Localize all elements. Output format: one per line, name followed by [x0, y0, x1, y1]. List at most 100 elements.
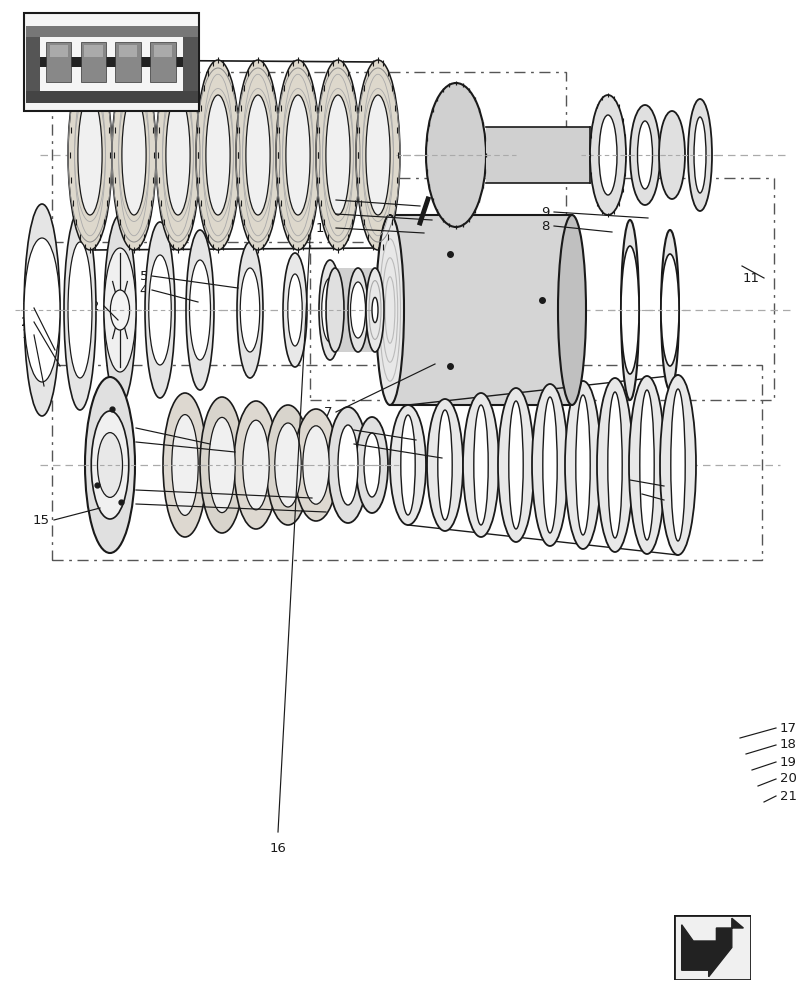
- Bar: [26, 31, 41, 93]
- Bar: [119, 45, 137, 57]
- Text: 6: 6: [324, 194, 332, 207]
- Text: 11: 11: [642, 493, 659, 506]
- Ellipse shape: [321, 278, 338, 342]
- Text: 18: 18: [779, 738, 796, 752]
- Ellipse shape: [590, 95, 625, 215]
- Ellipse shape: [371, 297, 378, 323]
- Ellipse shape: [639, 390, 654, 540]
- Ellipse shape: [437, 410, 452, 520]
- Text: 16: 16: [269, 842, 286, 855]
- Ellipse shape: [363, 433, 380, 497]
- Text: 12: 12: [333, 424, 350, 436]
- Text: 7: 7: [323, 406, 332, 418]
- Ellipse shape: [236, 60, 280, 250]
- Text: 2: 2: [92, 300, 100, 312]
- Ellipse shape: [325, 95, 350, 215]
- Text: 5: 5: [139, 269, 148, 282]
- Ellipse shape: [68, 242, 92, 378]
- Ellipse shape: [294, 409, 337, 521]
- Text: 13: 13: [333, 438, 350, 450]
- Ellipse shape: [78, 95, 102, 215]
- Ellipse shape: [389, 405, 426, 525]
- Text: 15: 15: [33, 514, 50, 526]
- Ellipse shape: [234, 401, 277, 529]
- Ellipse shape: [165, 95, 190, 215]
- Bar: [52, 365, 761, 560]
- Bar: [389, 215, 571, 405]
- Text: 14: 14: [115, 497, 132, 510]
- Ellipse shape: [112, 60, 156, 250]
- Ellipse shape: [186, 230, 214, 390]
- Bar: [182, 31, 197, 93]
- Ellipse shape: [637, 121, 652, 189]
- Ellipse shape: [104, 248, 135, 372]
- Ellipse shape: [575, 395, 590, 535]
- Text: 21: 21: [779, 790, 796, 802]
- Bar: [80, 42, 106, 82]
- Text: 8: 8: [541, 220, 549, 233]
- Ellipse shape: [189, 260, 210, 360]
- Ellipse shape: [596, 378, 633, 552]
- Ellipse shape: [240, 268, 260, 352]
- Ellipse shape: [208, 417, 235, 513]
- Text: 19: 19: [779, 756, 796, 768]
- Ellipse shape: [427, 399, 462, 531]
- Text: 1: 1: [21, 328, 30, 342]
- Ellipse shape: [497, 388, 534, 542]
- Ellipse shape: [285, 95, 310, 215]
- Ellipse shape: [206, 95, 230, 215]
- Ellipse shape: [366, 268, 384, 352]
- Text: 4: 4: [139, 284, 148, 296]
- Bar: [150, 42, 175, 82]
- Ellipse shape: [426, 83, 486, 227]
- Ellipse shape: [68, 60, 112, 250]
- Ellipse shape: [145, 222, 175, 398]
- Text: 20: 20: [779, 772, 796, 786]
- Ellipse shape: [266, 405, 310, 525]
- Ellipse shape: [355, 417, 388, 513]
- Ellipse shape: [110, 290, 130, 330]
- Ellipse shape: [163, 393, 207, 537]
- Bar: [26, 57, 197, 67]
- Ellipse shape: [355, 60, 400, 250]
- Ellipse shape: [629, 376, 664, 554]
- Ellipse shape: [64, 210, 96, 410]
- Bar: [486, 127, 590, 183]
- Text: 11: 11: [642, 480, 659, 492]
- Ellipse shape: [328, 407, 367, 523]
- Ellipse shape: [172, 415, 198, 515]
- Ellipse shape: [24, 204, 60, 416]
- Ellipse shape: [620, 246, 638, 374]
- Bar: [26, 91, 197, 103]
- Ellipse shape: [348, 268, 367, 352]
- Bar: [46, 42, 71, 82]
- Ellipse shape: [366, 95, 389, 215]
- Ellipse shape: [531, 384, 568, 546]
- Ellipse shape: [325, 268, 344, 352]
- Ellipse shape: [156, 60, 200, 250]
- Ellipse shape: [350, 282, 365, 338]
- Ellipse shape: [564, 381, 600, 549]
- Ellipse shape: [276, 60, 320, 250]
- Bar: [52, 72, 565, 242]
- Ellipse shape: [274, 423, 301, 507]
- Ellipse shape: [122, 95, 146, 215]
- Ellipse shape: [620, 220, 638, 400]
- Ellipse shape: [242, 420, 269, 510]
- Ellipse shape: [104, 215, 135, 405]
- Ellipse shape: [693, 117, 705, 193]
- Bar: [49, 45, 68, 57]
- Ellipse shape: [508, 401, 522, 529]
- Ellipse shape: [375, 215, 404, 405]
- Ellipse shape: [85, 377, 135, 553]
- Ellipse shape: [401, 415, 414, 515]
- Ellipse shape: [542, 397, 556, 533]
- Ellipse shape: [337, 425, 358, 505]
- Ellipse shape: [195, 60, 240, 250]
- Ellipse shape: [24, 238, 60, 382]
- Bar: [84, 45, 102, 57]
- Ellipse shape: [246, 95, 270, 215]
- Text: 7: 7: [323, 208, 332, 221]
- Bar: [153, 45, 172, 57]
- Ellipse shape: [287, 274, 302, 346]
